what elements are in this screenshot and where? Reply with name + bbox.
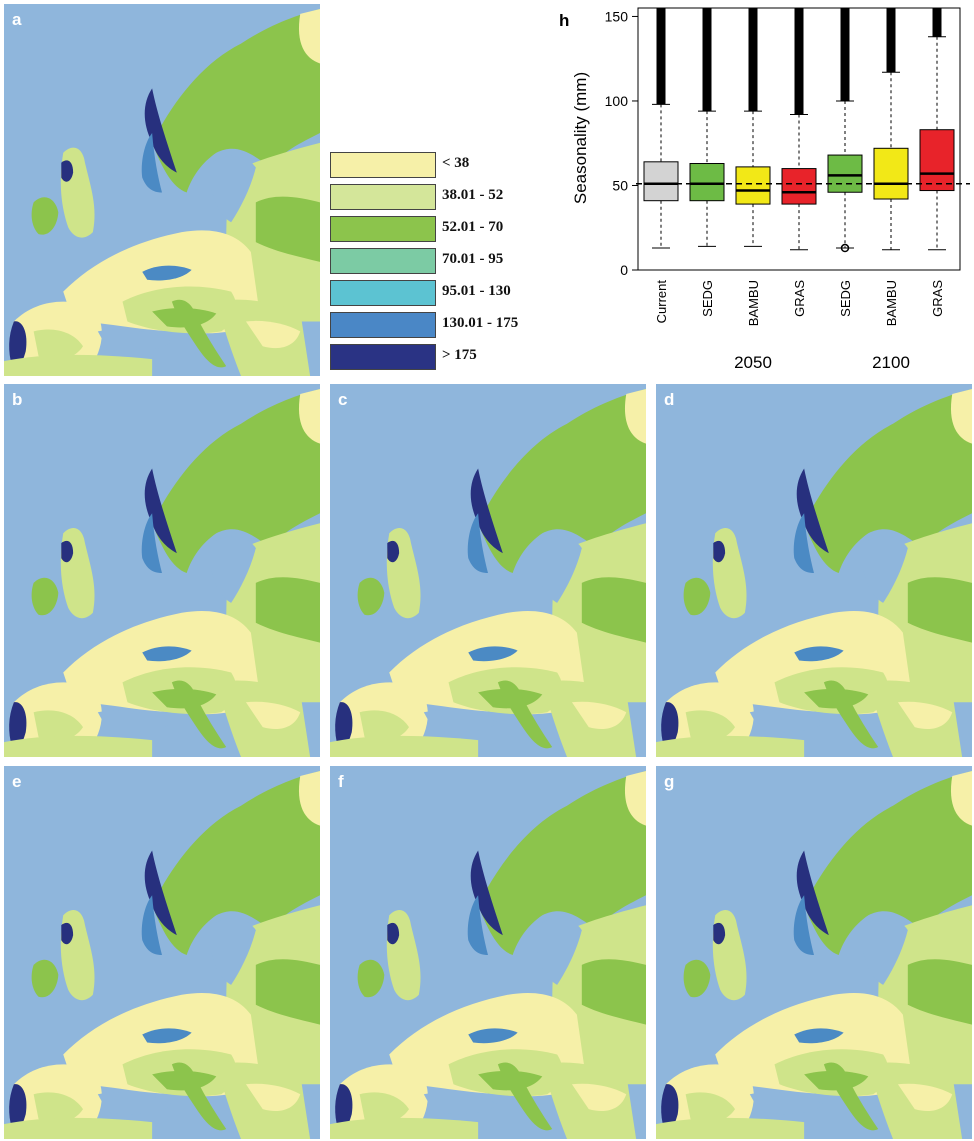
europe-map-g xyxy=(656,770,972,1139)
legend-item: 95.01 - 130 xyxy=(330,280,554,306)
group-label: 2100 xyxy=(872,353,910,372)
group-label: 2050 xyxy=(734,353,772,372)
x-tick-label: GRAS xyxy=(930,280,945,317)
legend-swatch xyxy=(330,280,436,306)
legend-label: > 175 xyxy=(442,347,477,363)
legend-label: 130.01 - 175 xyxy=(442,315,519,331)
x-tick-label: BAMBU xyxy=(884,280,899,326)
outlier-point xyxy=(840,243,850,253)
legend-item: 130.01 - 175 xyxy=(330,312,554,338)
map-panel-f: f xyxy=(330,766,646,1139)
legend-swatch xyxy=(330,312,436,338)
legend-label: 52.01 - 70 xyxy=(442,219,504,235)
panel-label-f: f xyxy=(338,772,344,791)
x-tick-label: SEDG xyxy=(700,280,715,317)
map-panel-e: e xyxy=(4,766,320,1139)
panel-label-d: d xyxy=(664,390,675,409)
boxplot-chart: h Seasonality (mm) 0 50 100 150 Current SEDG B… xyxy=(559,7,970,372)
legend-item: 38.01 - 52 xyxy=(330,184,554,210)
europe-map-f xyxy=(330,770,646,1139)
box xyxy=(873,147,909,200)
panel-label-e: e xyxy=(12,772,22,791)
panel-label-g: g xyxy=(664,772,675,791)
panel-label-c: c xyxy=(338,390,348,409)
box xyxy=(781,168,817,205)
legend-label: 70.01 - 95 xyxy=(442,251,504,267)
legend-item: 52.01 - 70 xyxy=(330,216,554,242)
y-tick-label: 50 xyxy=(612,177,628,193)
y-tick-label: 100 xyxy=(605,93,629,109)
y-tick-label: 0 xyxy=(620,262,628,278)
panel-label-b: b xyxy=(12,390,23,409)
box xyxy=(643,161,679,202)
legend-label: 95.01 - 130 xyxy=(442,283,511,299)
y-tick-label: 150 xyxy=(605,8,629,24)
y-axis-label: Seasonality (mm) xyxy=(571,72,590,204)
map-panel-d: d xyxy=(656,384,972,757)
legend-label: 38.01 - 52 xyxy=(442,187,504,203)
europe-map-d xyxy=(656,388,972,757)
legend-item: < 38 xyxy=(330,152,554,178)
map-panel-b: b xyxy=(4,384,320,757)
europe-map-a xyxy=(4,8,320,376)
map-panel-a: a xyxy=(4,4,320,376)
legend-swatch xyxy=(330,344,436,370)
box xyxy=(919,129,955,192)
legend-label: < 38 xyxy=(442,155,470,171)
legend-swatch xyxy=(330,184,436,210)
x-tick-label: Current xyxy=(654,280,669,324)
map-panel-c: c xyxy=(330,384,646,757)
legend-swatch xyxy=(330,216,436,242)
legend-swatch xyxy=(330,248,436,274)
chart-panel-label: h xyxy=(559,11,569,30)
legend-swatch xyxy=(330,152,436,178)
panel-label-a: a xyxy=(12,10,22,29)
box xyxy=(689,163,725,202)
europe-map-c xyxy=(330,388,646,757)
europe-map-e xyxy=(4,770,320,1139)
box xyxy=(827,154,863,193)
x-tick-label: SEDG xyxy=(838,280,853,317)
box xyxy=(735,166,771,205)
legend-item: > 175 xyxy=(330,344,554,370)
x-tick-label: BAMBU xyxy=(746,280,761,326)
europe-map-b xyxy=(4,388,320,757)
legend-item: 70.01 - 95 xyxy=(330,248,554,274)
map-legend: < 38 38.01 - 52 52.01 - 70 70.01 - 95 95… xyxy=(330,152,554,378)
x-tick-label: GRAS xyxy=(792,280,807,317)
map-panel-g: g xyxy=(656,766,972,1139)
